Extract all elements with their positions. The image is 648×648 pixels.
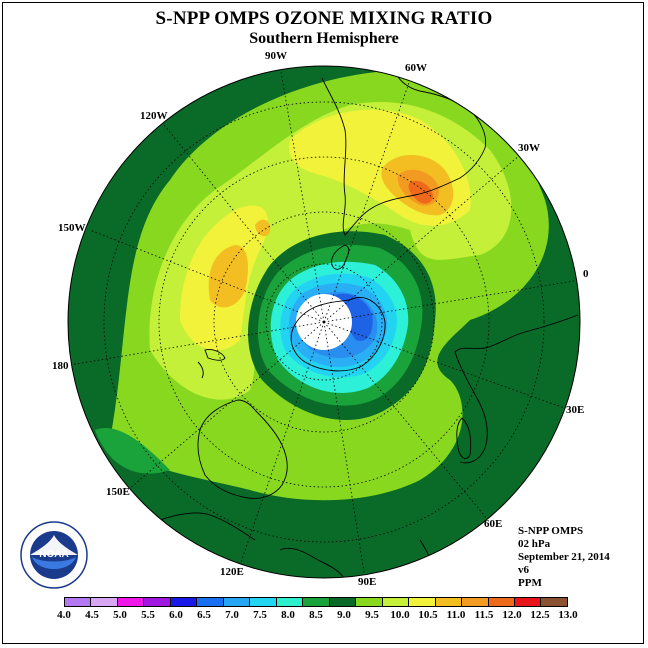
colorbar-swatch	[409, 598, 436, 606]
colorbar-tick-label: 12.0	[502, 609, 522, 621]
colorbar-tick-label: 6.5	[197, 609, 211, 621]
info-version: v6	[518, 564, 529, 576]
field-level-11p5	[408, 180, 433, 204]
colorbar-swatch	[91, 598, 118, 606]
meridians	[69, 66, 580, 578]
field-level-8-patch	[95, 428, 170, 474]
lon-label-30w: 30W	[518, 142, 540, 154]
map-title: S-NPP OMPS OZONE MIXING RATIO	[155, 8, 493, 29]
colorbar-tick-label: 6.0	[169, 609, 183, 621]
colorbar-tick-label: 5.0	[113, 609, 127, 621]
field-level-10p5-small	[255, 219, 271, 237]
lon-label-180: 180	[52, 360, 69, 372]
colorbar-tick-label: 5.5	[141, 609, 155, 621]
colorbar-tick-label: 7.5	[253, 609, 267, 621]
colorbar-swatch	[514, 598, 542, 606]
colorbar-swatch	[462, 598, 489, 606]
map-boundary	[67, 65, 581, 579]
latitude-circles	[103, 101, 545, 543]
colorbar-swatch	[117, 598, 145, 606]
colorbar-tick-label: 9.5	[365, 609, 379, 621]
colorbar-swatch	[197, 598, 224, 606]
colorbar-swatch	[329, 598, 357, 606]
lon-label-150e: 150E	[106, 486, 130, 498]
colorbar-swatch	[356, 598, 383, 606]
info-level: 02 hPa	[518, 538, 551, 550]
colorbar-tick-label: 8.5	[309, 609, 323, 621]
lon-label-150w: 150W	[58, 222, 86, 234]
lon-label-90e: 90E	[358, 576, 377, 588]
lon-label-30e: 30E	[566, 404, 585, 416]
colorbar	[64, 597, 568, 607]
lon-label-120e: 120E	[220, 566, 244, 578]
colorbar-swatch	[435, 598, 463, 606]
colorbar-tick-label: 12.5	[530, 609, 550, 621]
colorbar-swatch	[223, 598, 251, 606]
lon-label-60e: 60E	[484, 518, 503, 530]
noaa-logo: NOAA	[20, 521, 88, 589]
colorbar-swatch	[65, 598, 92, 606]
colorbar-tick-label: 8.0	[281, 609, 295, 621]
colorbar-tick-label: 13.0	[558, 609, 578, 621]
map-subtitle: Southern Hemisphere	[249, 30, 399, 47]
colorbar-swatch	[541, 598, 567, 606]
colorbar-tick-label: 11.0	[446, 609, 466, 621]
info-units: PPM	[518, 577, 542, 589]
lon-label-120w: 120W	[140, 110, 168, 122]
colorbar-tick-label: 10.5	[418, 609, 438, 621]
colorbar-swatch	[170, 598, 198, 606]
colorbar-swatch	[276, 598, 304, 606]
colorbar-swatch	[382, 598, 410, 606]
colorbar-swatch	[144, 598, 171, 606]
info-instrument: S-NPP OMPS	[518, 525, 584, 537]
lon-label-90w: 90W	[265, 50, 287, 62]
colorbar-ticks: 4.0 4.5 5.0 5.5 6.0 6.5 7.0 7.5 8.0 8.5 9.0 9.5 10.0…	[57, 609, 578, 623]
colorbar-tick-label: 11.5	[474, 609, 494, 621]
colorbar-tick-label: 10.0	[390, 609, 410, 621]
colorbar-swatch	[303, 598, 330, 606]
colorbar-swatch	[250, 598, 277, 606]
info-block: S-NPP OMPS 02 hPa September 21, 2014 v6 …	[518, 525, 610, 590]
colorbar-tick-label: 9.0	[337, 609, 351, 621]
colorbar-tick-label: 7.0	[225, 609, 239, 621]
field-level-10p5-west	[208, 245, 248, 308]
colorbar-swatch	[488, 598, 515, 606]
logo-text: NOAA	[39, 549, 68, 560]
lon-label-60w: 60W	[405, 62, 427, 74]
lon-label-0: 0	[583, 268, 589, 280]
colorbar-tick-label: 4.0	[57, 609, 71, 621]
colorbar-tick-label: 4.5	[85, 609, 99, 621]
info-date: September 21, 2014	[518, 551, 610, 563]
